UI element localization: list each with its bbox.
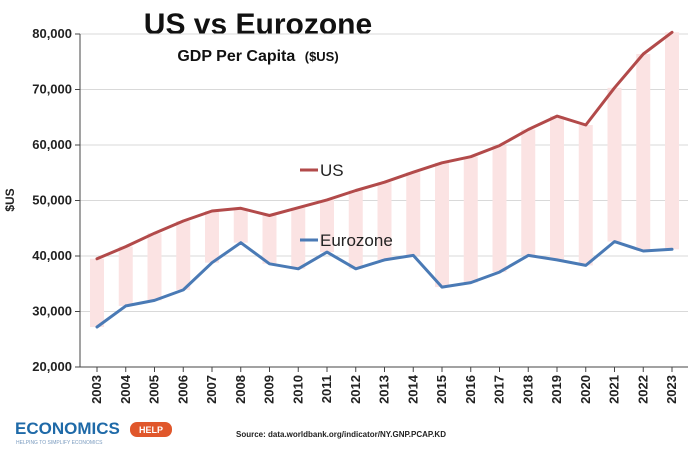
x-tick-label: 2006 bbox=[175, 375, 190, 404]
brand-badge bbox=[130, 422, 172, 437]
x-tick-label: 2005 bbox=[147, 375, 162, 404]
x-tick-label: 2003 bbox=[89, 375, 104, 404]
y-axis-label: $US bbox=[3, 188, 17, 211]
chart-subtitle-unit: ($US) bbox=[305, 49, 339, 64]
gap-bar bbox=[118, 246, 133, 306]
gap-bar bbox=[348, 190, 363, 269]
gap-bar bbox=[521, 129, 536, 256]
legend-eurozone-label: Eurozone bbox=[320, 231, 393, 250]
legend-us-label: US bbox=[320, 161, 344, 180]
y-tick-label: 70,000 bbox=[32, 82, 72, 97]
y-tick-label: 20,000 bbox=[32, 359, 72, 374]
chart-subtitle-text: GDP Per Capita bbox=[177, 48, 295, 65]
x-tick-label: 2014 bbox=[405, 374, 420, 404]
brand-logo: ECONOMICS HELP HELPING TO SIMPLIFY ECONO… bbox=[15, 419, 172, 446]
y-tick-label: 80,000 bbox=[32, 26, 72, 41]
x-tick-label: 2023 bbox=[664, 375, 679, 404]
x-tick-label: 2008 bbox=[233, 375, 248, 404]
gap-bar bbox=[406, 172, 421, 256]
x-tick-label: 2018 bbox=[520, 375, 535, 404]
gap-bar bbox=[636, 53, 651, 252]
x-axis-ticks: 2003 2004 2005 2006 2007 2008 2009 2010 2011 2012… bbox=[89, 367, 679, 404]
gap-bar bbox=[492, 145, 507, 273]
x-tick-label: 2011 bbox=[319, 375, 334, 403]
source-note: Source: data.worldbank.org/indicator/NY.… bbox=[236, 430, 446, 439]
gap-bars bbox=[90, 32, 679, 328]
brand-badge-text: HELP bbox=[139, 425, 163, 435]
gap-bar bbox=[262, 215, 277, 264]
x-tick-label: 2015 bbox=[434, 375, 449, 404]
gap-bar bbox=[665, 32, 679, 250]
x-tick-label: 2020 bbox=[578, 375, 593, 404]
brand-tagline: HELPING TO SIMPLIFY ECONOMICS bbox=[16, 440, 103, 446]
x-tick-label: 2009 bbox=[262, 375, 277, 404]
legend-us: US bbox=[300, 161, 344, 180]
chart-subtitle: GDP Per Capita ($US) bbox=[177, 48, 338, 65]
gap-bar bbox=[607, 87, 622, 242]
gap-bar bbox=[90, 258, 104, 328]
gridlines bbox=[80, 33, 688, 312]
gap-bar bbox=[550, 116, 564, 260]
gap-bar bbox=[320, 199, 334, 253]
x-tick-label: 2013 bbox=[377, 375, 392, 404]
gap-bar bbox=[147, 233, 162, 301]
y-axis-ticks: 20,000 30,000 40,000 50,000 60,000 70,000 80,0… bbox=[32, 26, 80, 374]
gap-bar bbox=[578, 125, 593, 266]
x-tick-label: 2016 bbox=[463, 375, 478, 404]
x-tick-label: 2007 bbox=[204, 375, 219, 404]
legend-eurozone: Eurozone bbox=[300, 231, 393, 250]
chart-title: US vs Eurozone bbox=[144, 8, 372, 41]
gap-bar bbox=[377, 182, 392, 260]
x-tick-label: 2017 bbox=[492, 375, 507, 404]
brand-name: ECONOMICS bbox=[15, 419, 120, 438]
gap-bar bbox=[435, 162, 449, 288]
gap-bar bbox=[176, 221, 191, 290]
gap-bar bbox=[463, 156, 478, 283]
x-tick-label: 2022 bbox=[635, 375, 650, 404]
y-tick-label: 30,000 bbox=[32, 304, 72, 319]
series-line-us bbox=[95, 30, 674, 261]
gap-bar bbox=[205, 211, 219, 263]
x-tick-label: 2019 bbox=[549, 375, 564, 404]
x-tick-label: 2004 bbox=[118, 374, 133, 404]
series-lines bbox=[95, 30, 674, 329]
x-tick-label: 2010 bbox=[290, 375, 305, 404]
gap-bar bbox=[291, 207, 306, 269]
gap-bar bbox=[233, 208, 248, 243]
series-line-eurozone bbox=[95, 240, 674, 329]
y-tick-label: 40,000 bbox=[32, 248, 72, 263]
x-tick-label: 2012 bbox=[348, 375, 363, 404]
x-tick-label: 2021 bbox=[607, 375, 622, 404]
y-tick-label: 60,000 bbox=[32, 137, 72, 152]
y-tick-label: 50,000 bbox=[32, 193, 72, 208]
